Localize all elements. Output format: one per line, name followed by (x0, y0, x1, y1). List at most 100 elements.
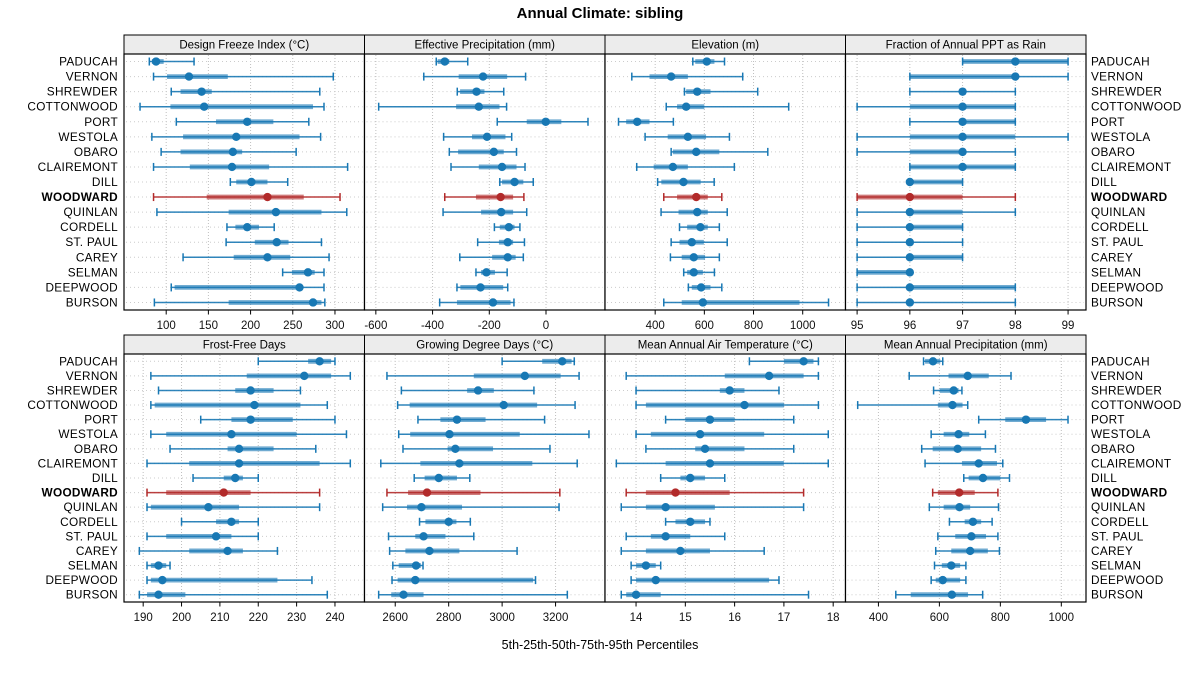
median-dot (740, 400, 749, 410)
axis-tick-label: 2800 (436, 612, 462, 624)
median-dot (154, 561, 163, 570)
median-dot (472, 87, 481, 96)
axis-tick-label: 230 (287, 612, 306, 624)
median-dot (295, 283, 304, 292)
median-dot (199, 102, 209, 111)
median-dot (263, 253, 272, 262)
site-label-right-cordell: CORDELL (1091, 515, 1149, 529)
median-dot (692, 192, 701, 202)
median-dot (315, 357, 324, 366)
axis-tick-label: 400 (646, 320, 665, 332)
median-dot (520, 371, 530, 381)
panel-strip-title-frost-free-days: Frost-Free Days (203, 340, 286, 352)
panel-strip-title-effective-precipitation-mm: Effective Precipitation (mm) (415, 40, 556, 52)
median-dot (905, 238, 915, 247)
axis-tick-label: 97 (956, 320, 969, 332)
median-dot (227, 162, 237, 172)
axis-tick-label: 95 (851, 320, 864, 332)
axis-tick-label: 14 (630, 612, 643, 624)
panel-fraction-of-annual-ppt-as-rain (844, 53, 1087, 311)
axis-tick-label: 1000 (1049, 612, 1075, 624)
median-dot (497, 162, 507, 172)
site-label-right-carey: CAREY (1091, 544, 1133, 558)
median-dot (445, 430, 454, 439)
site-label-right-port: PORT (1091, 115, 1125, 129)
median-dot (947, 590, 957, 599)
median-dot (503, 238, 512, 247)
median-dot (308, 298, 318, 307)
median-dot (234, 444, 244, 454)
median-dot (661, 532, 670, 541)
site-label-left-deepwood: DEEPWOOD (45, 280, 118, 294)
median-dot (671, 488, 680, 497)
panel-strip-title-design-freeze-index-c: Design Freeze Index (°C) (179, 40, 309, 52)
median-dot (954, 488, 964, 497)
median-dot (928, 357, 938, 366)
median-dot (243, 222, 252, 232)
site-label-left-shrewder: SHREWDER (47, 85, 118, 99)
median-dot (263, 192, 272, 202)
median-dot (705, 415, 715, 424)
site-label-left-clairemont: CLAIREMONT (38, 160, 118, 174)
site-label-right-deepwood: DEEPWOOD (1091, 573, 1164, 587)
median-dot (184, 72, 194, 81)
axis-tick-label: 96 (903, 320, 916, 332)
median-dot (223, 546, 232, 556)
axis-tick-label: 17 (777, 612, 790, 624)
median-dot (705, 459, 715, 468)
median-dot (488, 298, 498, 307)
median-dot (955, 502, 964, 512)
median-dot (455, 459, 464, 468)
median-dot (228, 147, 238, 157)
site-label-left-cottonwood: COTTONWOOD (27, 398, 118, 412)
site-label-right-shrewder: SHREWDER (1091, 85, 1162, 99)
site-label-right-paducah: PADUCAH (1091, 354, 1150, 368)
median-dot (272, 238, 281, 247)
median-dot (247, 177, 256, 187)
site-label-left-cottonwood: COTTONWOOD (27, 100, 118, 114)
site-label-right-woodward: WOODWARD (1091, 190, 1168, 204)
median-dot (197, 87, 206, 96)
median-dot (482, 132, 492, 142)
median-dot (905, 298, 915, 307)
axis-tick-label: -600 (364, 320, 387, 332)
median-dot (444, 517, 453, 526)
median-dot (958, 162, 967, 172)
median-dot (958, 87, 967, 96)
median-dot (651, 575, 660, 585)
median-dot (958, 147, 967, 157)
x-axis-label: 5th-25th-50th-75th-95th Percentiles (501, 638, 699, 652)
chart-title: Annual Climate: sibling (516, 5, 684, 22)
median-dot (411, 575, 420, 585)
site-label-left-clairemont: CLAIREMONT (38, 456, 118, 470)
median-dot (496, 207, 506, 217)
panel-strip-title-growing-degree-days-c: Growing Degree Days (°C) (416, 340, 553, 352)
site-label-left-cordell: CORDELL (60, 220, 118, 234)
median-dot (696, 222, 705, 232)
site-label-right-westola: WESTOLA (1091, 427, 1151, 441)
median-dot (425, 546, 434, 556)
median-dot (451, 444, 460, 454)
median-dot (965, 546, 975, 556)
site-label-left-cordell: CORDELL (60, 515, 118, 529)
median-dot (1011, 57, 1020, 66)
median-dot (978, 473, 988, 483)
median-dot (958, 117, 967, 126)
site-label-left-selman: SELMAN (68, 559, 118, 573)
axis-tick-label: 240 (325, 612, 344, 624)
site-label-right-cottonwood: COTTONWOOD (1091, 100, 1182, 114)
median-dot (676, 546, 685, 556)
median-dot (411, 561, 421, 570)
site-label-right-selman: SELMAN (1091, 265, 1141, 279)
median-dot (440, 57, 449, 66)
site-label-left-burson: BURSON (66, 295, 118, 309)
median-dot (686, 517, 695, 526)
panel-strip-title-mean-annual-air-temperature-c: Mean Annual Air Temperature (°C) (638, 340, 813, 352)
median-dot (668, 162, 678, 172)
median-dot (725, 386, 734, 395)
median-dot (947, 561, 956, 570)
median-dot (641, 561, 651, 570)
site-label-left-selman: SELMAN (68, 265, 118, 279)
